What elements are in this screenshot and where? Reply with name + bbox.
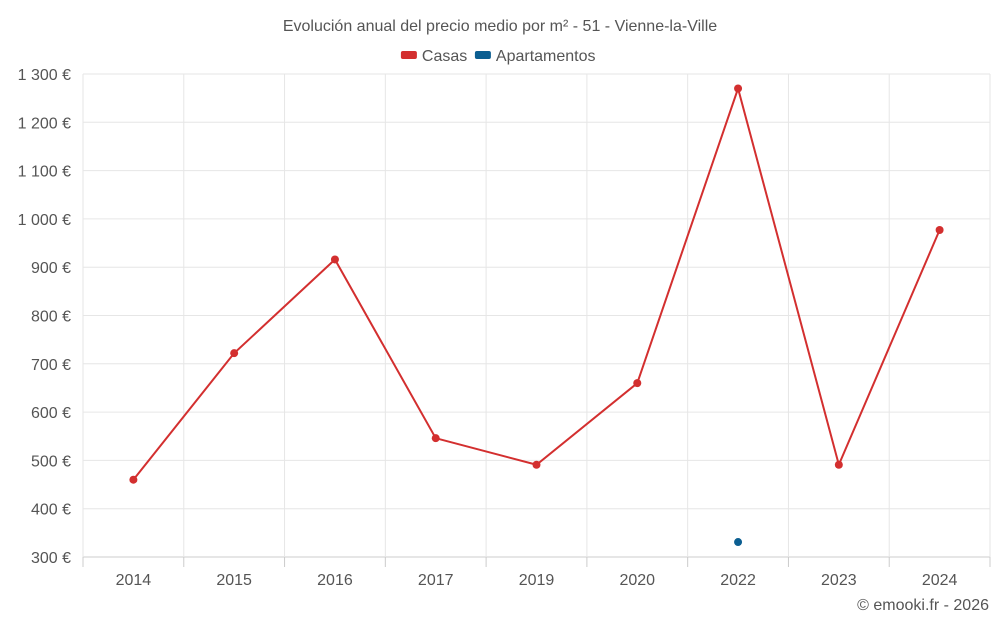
y-tick-label: 900 € xyxy=(31,260,71,277)
x-tick-label: 2015 xyxy=(216,572,252,589)
chart-title: Evolución anual del precio medio por m² … xyxy=(283,18,717,35)
legend-item-apartamentos[interactable]: Apartamentos xyxy=(474,48,596,65)
y-tick-label: 1 100 € xyxy=(18,164,71,181)
data-point-casas[interactable] xyxy=(834,460,843,469)
data-point-casas[interactable] xyxy=(935,226,944,235)
x-tick-label: 2014 xyxy=(116,572,152,589)
y-tick-label: 1 300 € xyxy=(18,67,71,84)
data-point-apartamentos[interactable] xyxy=(734,538,743,547)
series-line-casas xyxy=(132,85,941,481)
data-point-casas[interactable] xyxy=(532,460,541,469)
x-tick-label: 2023 xyxy=(821,572,857,589)
x-tick-label: 2022 xyxy=(720,572,756,589)
legend-label: Casas xyxy=(422,48,467,65)
y-tick-label: 800 € xyxy=(31,309,71,326)
y-tick-label: 600 € xyxy=(31,405,71,422)
x-tick-label: 2019 xyxy=(519,572,555,589)
y-tick-label: 1 000 € xyxy=(18,212,71,229)
x-tick-label: 2017 xyxy=(418,572,454,589)
data-point-casas[interactable] xyxy=(431,434,440,443)
y-tick-label: 1 200 € xyxy=(18,115,71,132)
data-point-casas[interactable] xyxy=(633,379,642,388)
legend-item-casas[interactable]: Casas xyxy=(400,48,467,65)
x-tick-label: 2020 xyxy=(619,572,655,589)
x-gridlines xyxy=(82,74,991,567)
y-gridlines xyxy=(83,73,990,558)
x-tick-label: 2024 xyxy=(922,572,958,589)
legend-swatch xyxy=(474,51,491,59)
data-point-casas[interactable] xyxy=(230,349,239,358)
data-point-casas[interactable] xyxy=(734,84,743,93)
data-point-casas[interactable] xyxy=(330,255,339,264)
y-axis-ticks: 300 € 400 € 500 € 600 € 700 € 800 € 900 € 1 000… xyxy=(18,67,71,567)
series-layer xyxy=(129,84,944,547)
legend: Casas Apartamentos xyxy=(400,48,596,65)
data-point-casas[interactable] xyxy=(129,475,138,484)
y-tick-label: 700 € xyxy=(31,357,71,374)
y-tick-label: 300 € xyxy=(31,550,71,567)
y-tick-label: 500 € xyxy=(31,453,71,470)
legend-label: Apartamentos xyxy=(496,48,596,65)
credit-text: © emooki.fr - 2026 xyxy=(857,597,989,614)
x-tick-label: 2016 xyxy=(317,572,353,589)
legend-swatch xyxy=(400,51,417,59)
y-tick-label: 400 € xyxy=(31,502,71,519)
x-axis-ticks: 2014 2015 2016 2017 2019 2020 2022 2023 2024 xyxy=(116,572,958,589)
